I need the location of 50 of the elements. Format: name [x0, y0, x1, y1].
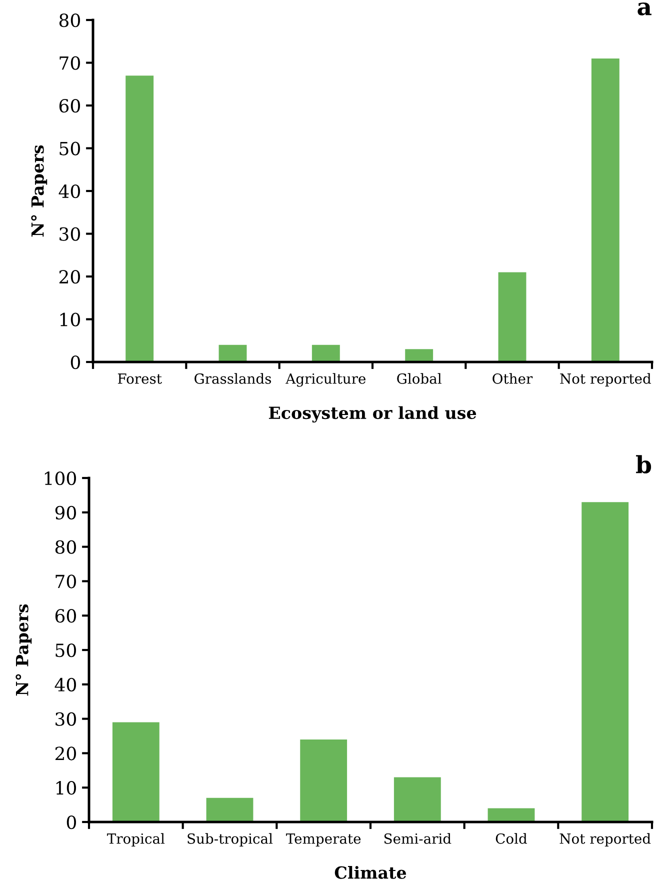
x-axis-title: Ecosystem or land use: [268, 406, 476, 423]
bar: [405, 349, 434, 362]
x-tick-label: Other: [492, 373, 533, 384]
x-tick-label: Forest: [118, 374, 162, 384]
x-tick-label: Agriculture: [286, 373, 366, 387]
y-tick-label: 60: [55, 609, 76, 623]
bar: [300, 739, 348, 822]
bar: [206, 798, 254, 822]
bar: [591, 58, 620, 362]
y-tick-label: 10: [56, 781, 76, 795]
y-tick-label: 20: [59, 270, 80, 284]
x-tick-label: Grasslands: [194, 373, 272, 384]
y-tick-label: 40: [58, 184, 80, 198]
y-tick-label: 100: [44, 471, 76, 486]
y-tick-label: 70: [60, 56, 80, 70]
y-tick-label: 20: [55, 746, 76, 760]
y-tick-label: 60: [59, 98, 80, 113]
y-tick-label: 10: [60, 312, 80, 326]
x-tick-label: Tropical: [107, 833, 165, 847]
bar: [126, 76, 154, 362]
x-tick-label: Sub-tropical: [188, 833, 273, 847]
y-axis-title: N° Papers: [31, 145, 48, 237]
x-axis-title: Climate: [334, 866, 406, 879]
x-tick-label: Semi-arid: [384, 833, 452, 844]
y-tick-label: 30: [56, 712, 76, 726]
y-tick-label: 80: [59, 13, 80, 28]
y-tick-label: 50: [56, 643, 76, 658]
x-tick-label: Temperate: [286, 834, 361, 847]
y-axis-title: N° Papers: [16, 604, 32, 696]
bar: [394, 777, 441, 822]
y-tick-label: 40: [54, 678, 76, 692]
y-tick-label: 80: [55, 540, 76, 554]
bar: [582, 502, 629, 822]
y-tick-label: 30: [60, 227, 80, 241]
bar: [498, 272, 526, 362]
chart-title: a: [638, 2, 652, 16]
y-tick-label: 90: [55, 506, 76, 520]
bar: [488, 808, 535, 822]
y-tick-label: 0: [70, 355, 80, 370]
x-tick-label: Cold: [496, 833, 528, 844]
chart-title: b: [636, 455, 652, 474]
bar: [312, 344, 340, 362]
x-tick-label: Not reported: [560, 373, 651, 387]
x-tick-label: Global: [397, 373, 442, 384]
bar: [218, 344, 247, 362]
y-tick-label: 50: [60, 142, 80, 156]
bar: [112, 722, 160, 822]
y-tick-label: 70: [56, 574, 76, 588]
y-tick-label: 0: [66, 815, 76, 830]
x-tick-label: Not reported: [560, 833, 651, 847]
